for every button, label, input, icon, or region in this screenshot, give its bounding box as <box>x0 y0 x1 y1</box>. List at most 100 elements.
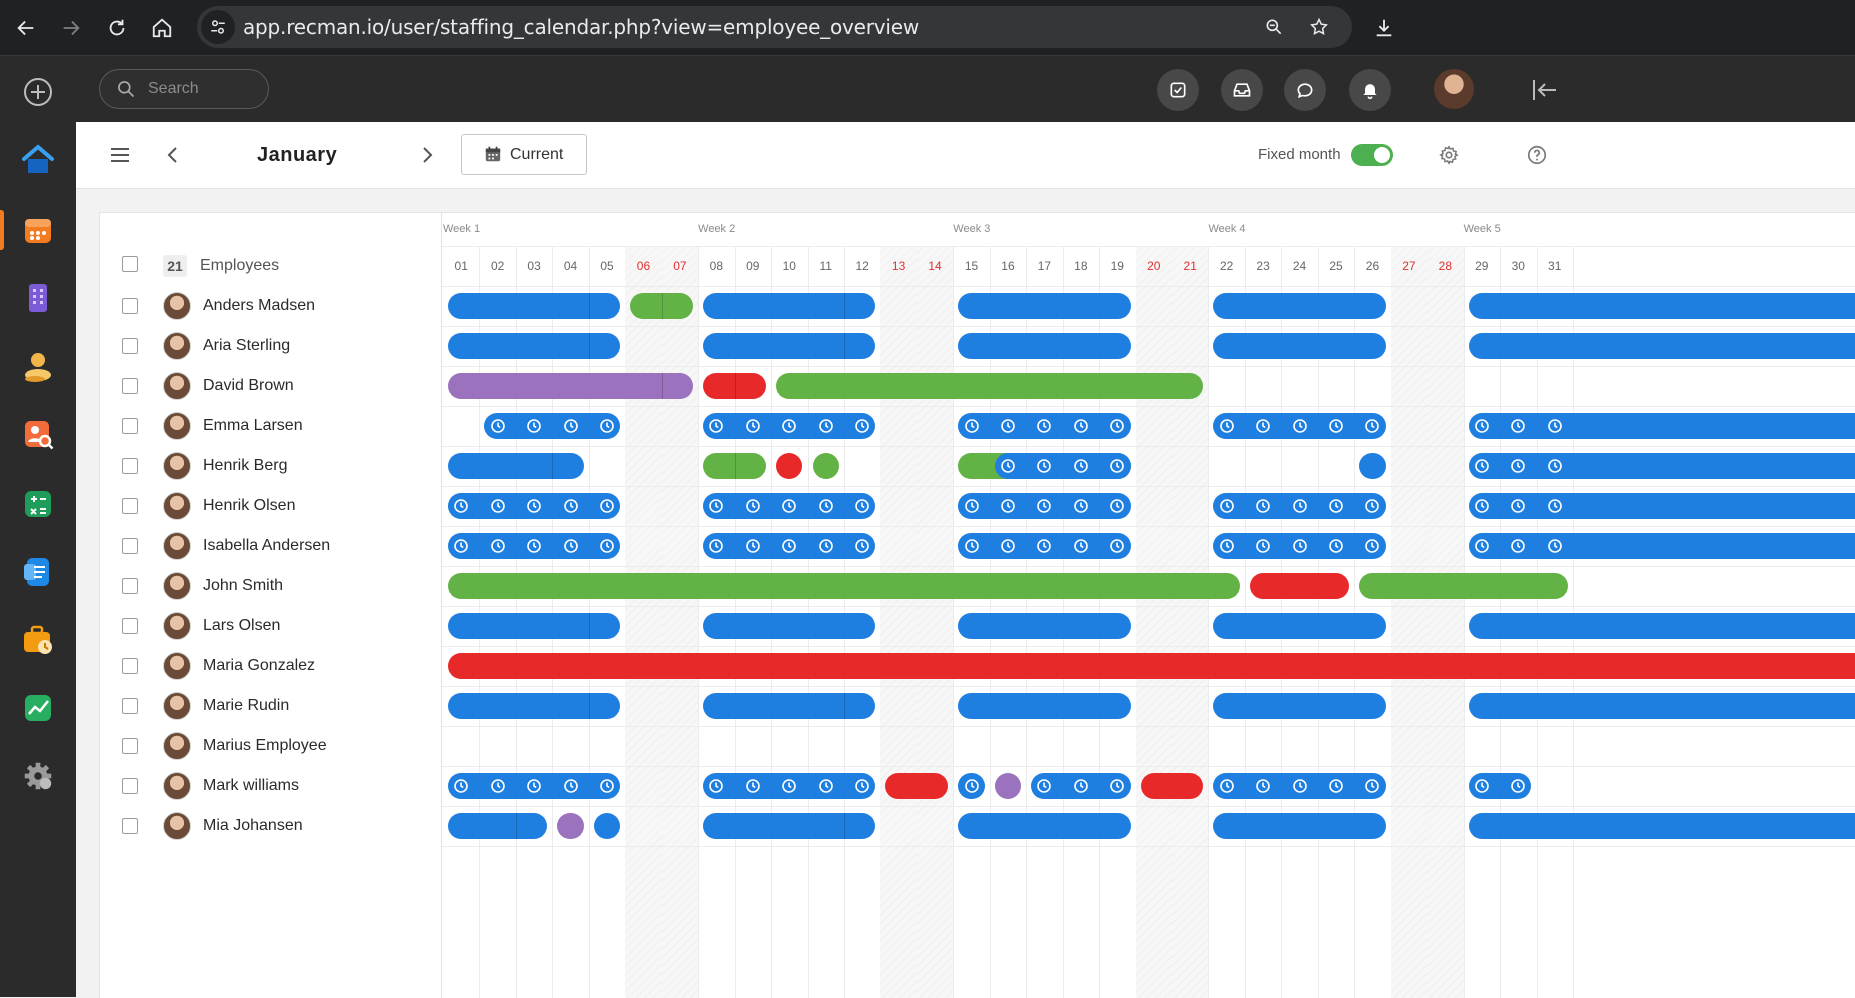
employee-name[interactable]: Maria Gonzalez <box>203 657 316 674</box>
booking-bar-green[interactable] <box>812 453 839 479</box>
settings-rail-icon[interactable] <box>0 748 76 804</box>
notifications-button[interactable] <box>1349 69 1391 111</box>
booking-bar-blue[interactable] <box>703 613 876 639</box>
booking-bar-blue[interactable] <box>703 493 876 519</box>
booking-bar-blue[interactable] <box>1213 693 1386 719</box>
row-checkbox[interactable] <box>122 818 138 834</box>
booking-bar-blue[interactable] <box>958 293 1131 319</box>
chat-button[interactable] <box>1284 69 1326 111</box>
row-checkbox[interactable] <box>122 378 138 394</box>
row-checkbox[interactable] <box>122 498 138 514</box>
previous-month-chevron-icon[interactable] <box>162 144 184 166</box>
help-icon[interactable] <box>1526 144 1548 166</box>
employee-row[interactable]: Lars Olsen <box>100 606 442 646</box>
booking-bar-blue[interactable] <box>1213 813 1386 839</box>
employee-row[interactable]: Marius Employee <box>100 726 442 766</box>
booking-bar-red[interactable] <box>885 773 949 799</box>
booking-bar-blue[interactable] <box>703 533 876 559</box>
company-rail-icon[interactable] <box>0 270 76 326</box>
booking-bar-blue[interactable] <box>1213 533 1386 559</box>
employee-row[interactable]: Henrik Olsen <box>100 486 442 526</box>
booking-bar-blue[interactable] <box>958 533 1131 559</box>
booking-bar-blue[interactable] <box>703 333 876 359</box>
booking-bar-blue[interactable] <box>1468 493 1855 519</box>
next-month-chevron-icon[interactable] <box>416 144 438 166</box>
booking-bar-green[interactable] <box>448 573 1240 599</box>
row-checkbox[interactable] <box>122 538 138 554</box>
employee-name[interactable]: Mia Johansen <box>203 817 303 834</box>
row-checkbox[interactable] <box>122 618 138 634</box>
employee-row[interactable]: Henrik Berg <box>100 446 442 486</box>
booking-bar-blue[interactable] <box>448 813 548 839</box>
booking-bar-blue[interactable] <box>1213 613 1386 639</box>
booking-bar-blue[interactable] <box>448 693 621 719</box>
booking-bar-blue[interactable] <box>1213 773 1386 799</box>
booking-bar-green[interactable] <box>776 373 1204 399</box>
candidate-search-rail-icon[interactable] <box>0 406 76 462</box>
booking-bar-purple[interactable] <box>557 813 584 839</box>
fixed-month-toggle[interactable] <box>1351 144 1393 166</box>
booking-bar-blue[interactable] <box>958 613 1131 639</box>
collapse-panel-icon[interactable] <box>1531 76 1559 104</box>
employee-name[interactable]: David Brown <box>203 377 294 394</box>
row-checkbox[interactable] <box>122 698 138 714</box>
download-icon[interactable] <box>1364 8 1404 48</box>
booking-bar-blue[interactable] <box>593 813 621 839</box>
employee-row[interactable]: Isabella Andersen <box>100 526 442 566</box>
employee-name[interactable]: Isabella Andersen <box>203 537 331 554</box>
row-checkbox[interactable] <box>122 658 138 674</box>
row-checkbox[interactable] <box>122 578 138 594</box>
employee-name[interactable]: Emma Larsen <box>203 417 303 434</box>
booking-bar-blue[interactable] <box>448 293 621 319</box>
booking-bar-blue[interactable] <box>448 453 584 479</box>
home-icon[interactable] <box>142 8 182 48</box>
booking-bar-red[interactable] <box>1140 773 1204 799</box>
booking-bar-blue[interactable] <box>1213 493 1386 519</box>
booking-bar-red[interactable] <box>1249 573 1350 599</box>
booking-bar-blue[interactable] <box>1468 333 1855 359</box>
search-input[interactable]: Search <box>99 69 269 109</box>
jobs-rail-icon[interactable] <box>0 612 76 668</box>
booking-bar-blue[interactable] <box>1468 453 1855 479</box>
employee-name[interactable]: Henrik Olsen <box>203 497 296 514</box>
calendar-rail-icon[interactable] <box>0 202 76 258</box>
site-settings-icon[interactable] <box>201 10 235 44</box>
employee-name[interactable]: John Smith <box>203 577 284 594</box>
booking-bar-blue[interactable] <box>703 773 876 799</box>
booking-bar-blue[interactable] <box>703 413 876 439</box>
reload-icon[interactable] <box>97 8 137 48</box>
people-rail-icon[interactable] <box>0 338 76 394</box>
row-checkbox[interactable] <box>122 738 138 754</box>
inbox-button[interactable] <box>1221 69 1263 111</box>
booking-bar-blue[interactable] <box>448 533 621 559</box>
employee-row[interactable]: John Smith <box>100 566 442 606</box>
row-checkbox[interactable] <box>122 338 138 354</box>
booking-bar-blue[interactable] <box>958 413 1131 439</box>
booking-bar-blue[interactable] <box>1468 613 1855 639</box>
booking-bar-blue[interactable] <box>1213 293 1386 319</box>
documents-rail-icon[interactable] <box>0 544 76 600</box>
employee-row[interactable]: Anders Madsen <box>100 286 442 326</box>
calculator-rail-icon[interactable] <box>0 476 76 532</box>
booking-bar-green[interactable] <box>1359 573 1568 599</box>
booking-bar-blue[interactable] <box>1468 693 1855 719</box>
booking-bar-blue[interactable] <box>1468 533 1855 559</box>
booking-bar-blue[interactable] <box>994 453 1131 479</box>
employee-name[interactable]: Henrik Berg <box>203 457 288 474</box>
address-bar[interactable]: app.recman.io/user/staffing_calendar.php… <box>197 6 1352 48</box>
booking-bar-green[interactable] <box>703 453 767 479</box>
employee-row[interactable]: David Brown <box>100 366 442 406</box>
current-button[interactable]: Current <box>461 134 587 175</box>
booking-bar-blue[interactable] <box>1468 293 1855 319</box>
booking-bar-blue[interactable] <box>958 813 1131 839</box>
bookmark-star-icon[interactable] <box>1302 10 1336 44</box>
booking-bar-red[interactable] <box>448 653 1855 679</box>
employee-row[interactable]: Aria Sterling <box>100 326 442 366</box>
select-all-checkbox[interactable] <box>122 256 138 272</box>
booking-bar-blue[interactable] <box>448 333 621 359</box>
menu-icon[interactable] <box>109 144 131 166</box>
booking-bar-blue[interactable] <box>703 693 876 719</box>
booking-bar-blue[interactable] <box>448 493 621 519</box>
employee-name[interactable]: Mark williams <box>203 777 299 794</box>
booking-bar-blue[interactable] <box>1213 333 1386 359</box>
